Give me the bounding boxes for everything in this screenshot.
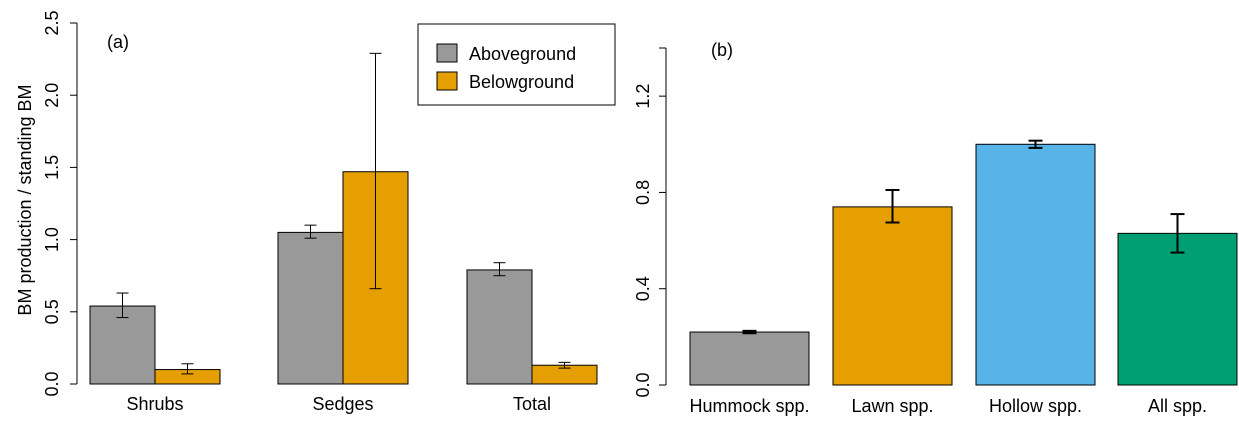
bar-b: [832, 206, 953, 386]
error-bar-a: [181, 363, 194, 375]
y-tick-label-a: 1.5: [42, 155, 62, 180]
y-tick-label-b: 1.2: [633, 84, 653, 109]
error-bar-a: [369, 52, 382, 290]
y-tick-label-a: 2.5: [42, 10, 62, 35]
panel-a: 0.0 0.5 1.0 1.5 2.0 2.5 BM production / standi…: [15, 10, 616, 414]
x-tick-label-a: Sedges: [312, 394, 373, 414]
y-tick-label-b: 0.8: [633, 180, 653, 205]
y-tick-label-a: 1.0: [42, 227, 62, 252]
x-tick-label-b: Hollow spp.: [989, 396, 1082, 416]
legend-box: [417, 23, 616, 106]
x-tick-label-b: All spp.: [1148, 396, 1207, 416]
error-bar-a: [304, 224, 317, 239]
x-tick-label-b: Hummock spp.: [689, 396, 809, 416]
error-bar-b: [1028, 139, 1043, 149]
y-tick-label-a: 0.5: [42, 299, 62, 324]
bar-a: [277, 231, 344, 385]
error-bar-a: [116, 292, 129, 319]
legend-label: Aboveground: [469, 44, 576, 64]
x-tick-label-a: Total: [513, 394, 551, 414]
legend-label: Belowground: [469, 72, 574, 92]
y-axis-label-a: BM production / standing BM: [15, 84, 35, 315]
bar-a: [466, 269, 533, 385]
bar-b: [975, 143, 1096, 386]
legend-a: Aboveground Belowground: [417, 23, 616, 106]
x-tick-label-a: Shrubs: [126, 394, 183, 414]
y-tick-label-a: 2.0: [42, 83, 62, 108]
x-tick-label-b: Lawn spp.: [851, 396, 933, 416]
error-bar-a: [493, 262, 506, 277]
y-tick-label-b: 0.4: [633, 276, 653, 301]
error-bar-a: [558, 361, 571, 369]
panel-label-a: (a): [107, 32, 129, 52]
legend-swatch: [436, 71, 458, 91]
legend-swatch: [436, 43, 458, 63]
error-bar-b: [885, 189, 900, 224]
error-bar-b: [742, 329, 757, 335]
y-tick-label-a: 0.0: [42, 371, 62, 396]
error-bar-b: [1170, 213, 1185, 254]
bar-a: [89, 305, 156, 385]
panel-label-b: (b): [711, 40, 733, 60]
panel-b: 0.0 0.4 0.8 1.2 Hummock spp. Lawn spp. Hollow …: [633, 40, 1238, 416]
bar-b: [1117, 232, 1238, 386]
bar-b: [689, 331, 810, 386]
y-tick-label-b: 0.0: [633, 372, 653, 397]
